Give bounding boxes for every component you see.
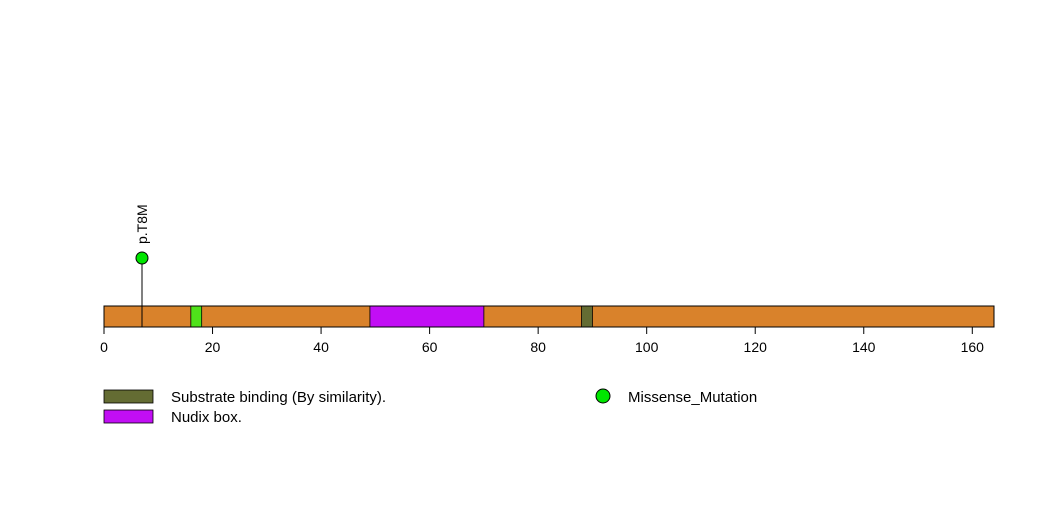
x-tick-label: 20 (205, 339, 221, 355)
x-tick-label: 120 (744, 339, 768, 355)
legend-swatch (103, 389, 154, 404)
legend-marker (595, 388, 611, 404)
x-tick-label: 100 (635, 339, 659, 355)
domain-bar (369, 305, 485, 328)
x-axis: 0 20 40 60 80 100 120 140 160 (100, 326, 985, 355)
x-tick-label: 140 (852, 339, 876, 355)
legend-label: Missense_Mutation (628, 389, 757, 406)
protein-outline (103, 305, 995, 328)
legend-swatch (103, 409, 154, 424)
x-tick-label: 0 (100, 339, 108, 355)
legend-label: Substrate binding (By similarity). (171, 389, 386, 406)
x-tick-label: 80 (530, 339, 546, 355)
domain-bar (190, 305, 203, 328)
x-tick-label: 160 (961, 339, 985, 355)
mutation-markers: p.T8M (134, 204, 150, 265)
legend-label: Nudix box. (171, 409, 242, 426)
legend: Substrate binding (By similarity). Nudix … (103, 388, 757, 426)
domain-bar (581, 305, 593, 328)
mutation-marker (135, 251, 149, 265)
protein-track (103, 305, 995, 328)
mutation-label: p.T8M (134, 204, 150, 244)
x-tick-label: 40 (313, 339, 329, 355)
x-tick-label: 60 (422, 339, 438, 355)
protein-backbone (104, 306, 994, 327)
